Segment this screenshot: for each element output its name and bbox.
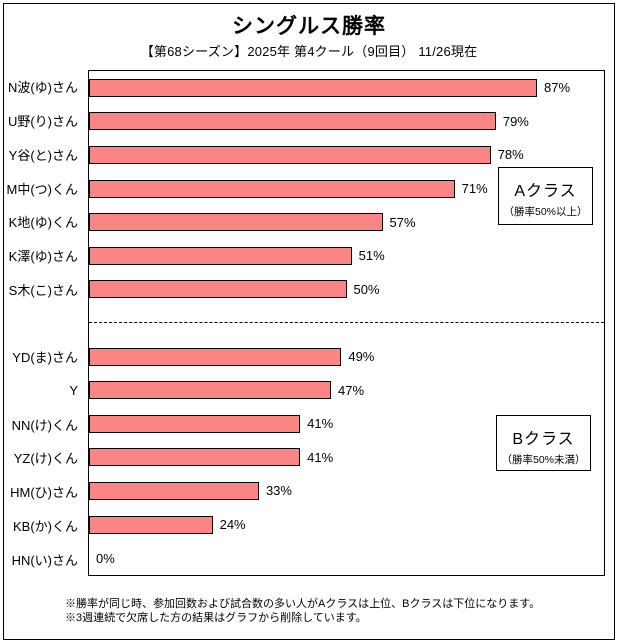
percent-label: 47% <box>338 382 365 398</box>
bar <box>89 347 342 366</box>
bar <box>89 112 496 131</box>
bar-row: 57% <box>89 205 604 239</box>
category-label: Y <box>69 382 78 398</box>
percent-label: 50% <box>353 281 380 297</box>
bar-row: 41% <box>89 441 604 475</box>
class-divider-dashed-line <box>89 322 604 324</box>
label-row: K地(ゆ)くん <box>0 205 80 239</box>
bar-row: 33% <box>89 474 604 508</box>
category-label: HM(ひ)さん <box>10 485 78 501</box>
category-label: Y谷(と)さん <box>8 147 78 163</box>
label-row: Y <box>0 374 80 408</box>
percent-label: 0% <box>96 550 115 566</box>
bar-row: 41% <box>89 407 604 441</box>
b-class-legend-box: Bクラス （勝率50%未満） <box>496 415 591 471</box>
category-label: S木(こ)さん <box>8 282 78 298</box>
bar <box>89 213 383 232</box>
label-row: N波(ゆ)さん <box>0 70 80 104</box>
a-class-legend-box: Aクラス （勝率50%以上） <box>498 167 593 225</box>
bar <box>89 78 538 97</box>
bar <box>89 280 347 299</box>
category-label: K澤(ゆ)さん <box>8 249 78 265</box>
bar-row: 24% <box>89 508 604 542</box>
label-row: HM(ひ)さん <box>0 475 80 509</box>
class-divider-row <box>89 306 604 340</box>
percent-label: 57% <box>389 214 416 230</box>
label-row: U野(り)さん <box>0 104 80 138</box>
percent-label: 41% <box>307 416 334 432</box>
category-label: YD(ま)さん <box>12 350 78 366</box>
bar <box>89 145 491 164</box>
a-class-sublabel: （勝率50%以上） <box>503 206 588 218</box>
category-label: U野(り)さん <box>7 114 78 130</box>
b-class-label: Bクラス <box>512 431 575 448</box>
category-label: HN(い)さん <box>11 552 78 568</box>
percent-label: 78% <box>497 147 524 163</box>
category-label: YZ(け)くん <box>13 451 78 467</box>
label-row: Y谷(と)さん <box>0 137 80 171</box>
bar-row: 79% <box>89 105 604 139</box>
b-class-sublabel: （勝率50%未満） <box>501 454 586 466</box>
bar-row: 49% <box>89 340 604 374</box>
chart-title: シングルス勝率 <box>232 15 386 38</box>
bar-row: 0% <box>89 541 604 575</box>
bar <box>89 515 213 534</box>
bar <box>89 381 332 400</box>
percent-label: 49% <box>348 349 375 365</box>
bar <box>89 179 455 198</box>
bar <box>89 246 352 265</box>
bar <box>89 481 259 500</box>
percent-label: 24% <box>219 517 246 533</box>
bar-row: 51% <box>89 239 604 273</box>
bar-row: 71% <box>89 172 604 206</box>
bar-row: 47% <box>89 373 604 407</box>
label-row: KB(か)くん <box>0 509 80 543</box>
category-label: NN(け)くん <box>11 417 78 433</box>
bar <box>89 448 301 467</box>
category-label: K地(ゆ)くん <box>8 215 78 231</box>
category-label: N波(ゆ)さん <box>7 80 78 96</box>
percent-label: 79% <box>502 113 529 129</box>
footnote-line: ※勝率が同じ時、参加回数および試合数の多い人がAクラスは上位、Bクラスは下位にな… <box>65 598 541 610</box>
label-row: K澤(ゆ)さん <box>0 239 80 273</box>
label-row: S木(こ)さん <box>0 272 80 306</box>
category-label: M中(つ)くん <box>6 181 79 197</box>
label-row: YD(ま)さん <box>0 340 80 374</box>
label-row <box>0 306 80 340</box>
bar <box>89 414 301 433</box>
percent-label: 33% <box>265 483 292 499</box>
label-row: HN(い)さん <box>0 542 80 576</box>
percent-label: 51% <box>358 248 385 264</box>
category-axis-labels: N波(ゆ)さん U野(り)さん Y谷(と)さん M中(つ)くん K地(ゆ)くん K澤(ゆ)… <box>0 70 80 576</box>
chart-subtitle: 【第68シーズン】2025年 第4クール（9回目） 11/26現在 <box>140 44 478 59</box>
footnotes: ※勝率が同じ時、参加回数および試合数の多い人がAクラスは上位、Bクラスは下位にな… <box>65 597 540 625</box>
label-row: YZ(け)くん <box>0 441 80 475</box>
percent-label: 87% <box>544 80 571 96</box>
bar-row: 50% <box>89 273 604 307</box>
plot-area: 87% 79% 78% 71% 57% 51% 50% 49% 47% 41% 41% 33% 24% 0… <box>88 70 605 576</box>
category-label: KB(か)くん <box>12 518 78 534</box>
bar-row: 87% <box>89 71 604 105</box>
percent-label: 41% <box>307 449 334 465</box>
footnote-line: ※3週連続で欠席した方の結果はグラフから削除しています。 <box>65 612 367 624</box>
bar-row: 78% <box>89 138 604 172</box>
label-row: M中(つ)くん <box>0 171 80 205</box>
a-class-label: Aクラス <box>514 183 577 200</box>
label-row: NN(け)くん <box>0 407 80 441</box>
percent-label: 71% <box>461 181 488 197</box>
